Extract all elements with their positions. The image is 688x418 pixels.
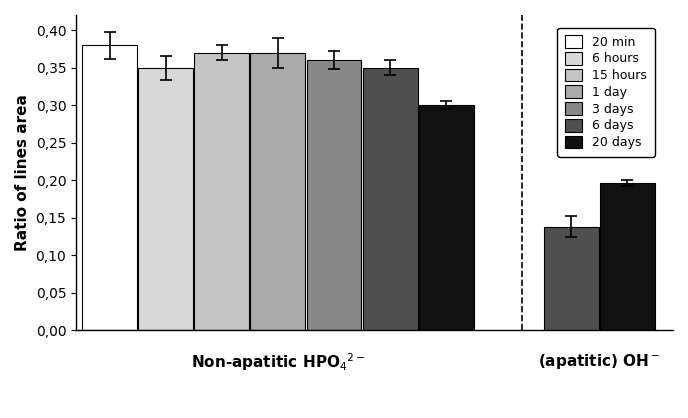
Bar (544, 227, 599, 330)
Y-axis label: Ratio of lines area: Ratio of lines area (15, 94, 30, 251)
Bar (419, 105, 473, 330)
Bar (363, 68, 418, 330)
Text: Non-apatitic HPO$_4$$^{2-}$: Non-apatitic HPO$_4$$^{2-}$ (191, 352, 365, 373)
Bar (307, 60, 361, 330)
Text: (apatitic) OH$^-$: (apatitic) OH$^-$ (538, 352, 660, 371)
Legend: 20 min, 6 hours, 15 hours, 1 day, 3 days, 6 days, 20 days: 20 min, 6 hours, 15 hours, 1 day, 3 days… (557, 28, 655, 157)
Bar (250, 53, 305, 330)
Bar (138, 68, 193, 330)
Bar (194, 53, 249, 330)
Bar (600, 183, 655, 330)
Bar (82, 45, 137, 330)
